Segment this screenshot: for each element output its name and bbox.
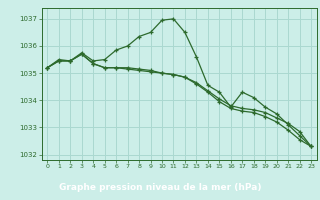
- Text: Graphe pression niveau de la mer (hPa): Graphe pression niveau de la mer (hPa): [59, 182, 261, 192]
